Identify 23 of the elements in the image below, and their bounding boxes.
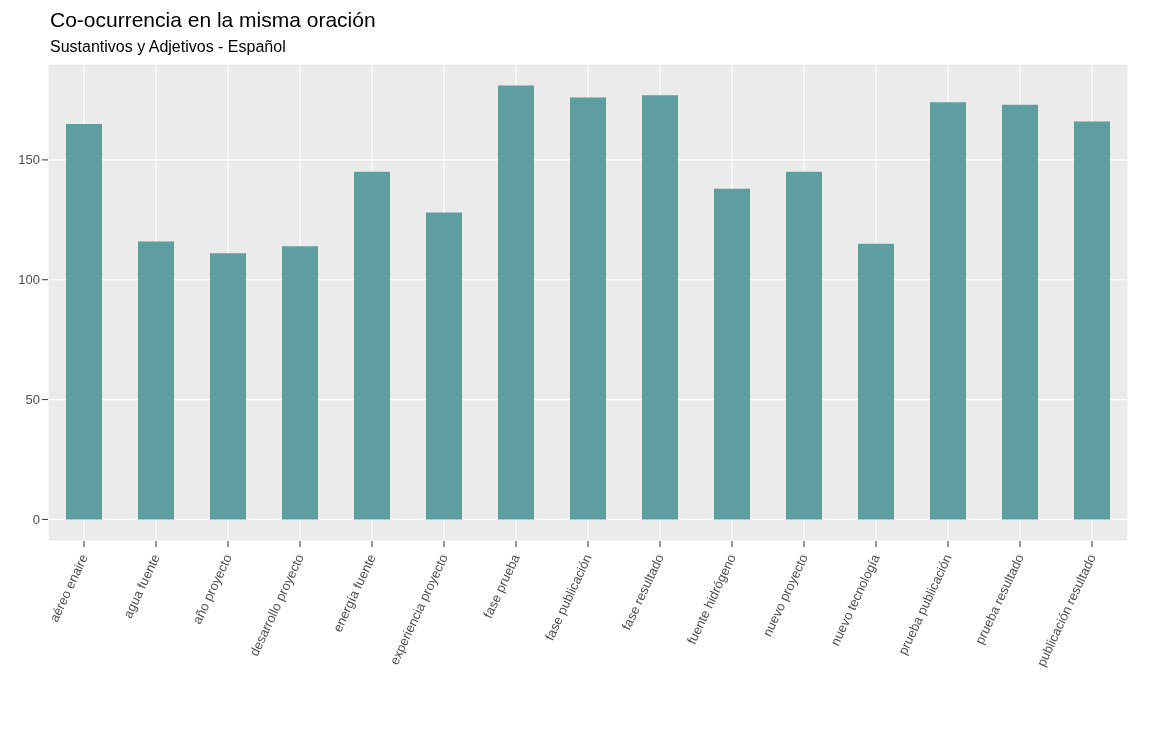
bar	[138, 241, 174, 520]
bar	[1074, 121, 1110, 520]
bar	[498, 85, 534, 520]
chart-subtitle: Sustantivos y Adjetivos - Español	[50, 38, 287, 56]
bar	[282, 246, 318, 520]
bar	[858, 243, 894, 520]
bar	[426, 212, 462, 520]
chart-title: Co-ocurrencia en la misma oración	[50, 8, 377, 32]
bar	[66, 123, 102, 520]
y-tick-label: 150	[18, 152, 40, 168]
y-tick-label: 0	[32, 512, 40, 528]
bar	[1002, 104, 1038, 520]
bar	[642, 95, 678, 520]
bar	[210, 253, 246, 520]
y-tick-label: 50	[25, 392, 40, 408]
bar	[570, 97, 606, 520]
x-tick-label: aéreo enaire	[46, 551, 91, 625]
bar	[354, 171, 390, 520]
x-tick-label: agua fuente	[120, 551, 163, 621]
bar	[930, 102, 966, 520]
bar	[714, 188, 750, 520]
bar	[786, 171, 822, 520]
y-tick-label: 100	[18, 272, 40, 288]
